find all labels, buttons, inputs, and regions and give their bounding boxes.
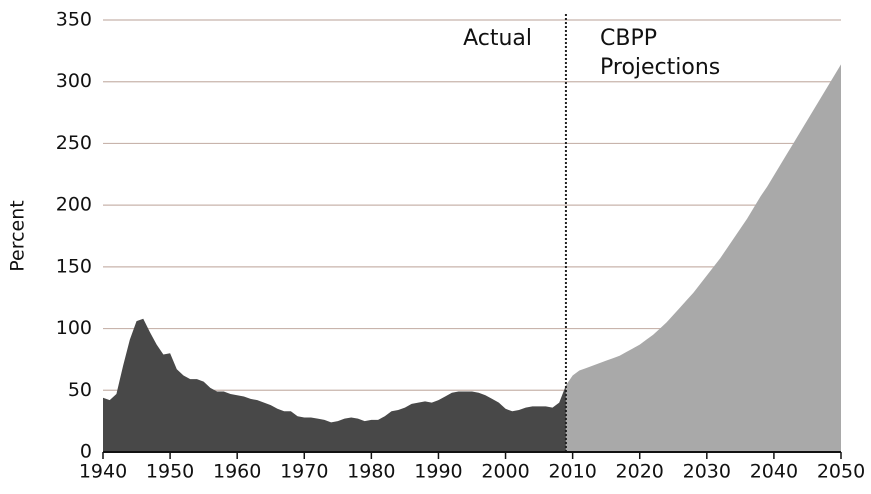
- x-tick-label: 1960: [213, 461, 261, 483]
- y-tick-label: 50: [68, 379, 92, 401]
- x-tick-label: 2030: [683, 461, 731, 483]
- x-tick-label: 2020: [616, 461, 664, 483]
- x-tick-label: 1940: [79, 461, 127, 483]
- x-tick-label: 1950: [146, 461, 194, 483]
- x-tick-label: 1990: [414, 461, 462, 483]
- x-tick-label: 1970: [280, 461, 328, 483]
- y-tick-label: 100: [56, 317, 92, 339]
- y-tick-label: 300: [56, 70, 92, 92]
- y-tick-label: 0: [80, 441, 92, 463]
- y-tick-label: 150: [56, 255, 92, 277]
- y-tick-label: 350: [56, 9, 92, 31]
- x-tick-label: 2050: [817, 461, 865, 483]
- annotation: Actual: [463, 26, 532, 51]
- annotation: CBPP: [600, 26, 657, 51]
- y-tick-label: 200: [56, 194, 92, 216]
- annotation: Projections: [600, 55, 720, 80]
- x-tick-label: 2000: [481, 461, 529, 483]
- area: [103, 318, 566, 452]
- y-tick-label: 250: [56, 132, 92, 154]
- area: [565, 64, 841, 452]
- x-tick-label: 2010: [548, 461, 596, 483]
- x-tick-label: 2040: [750, 461, 798, 483]
- y-axis-label: Percent: [7, 200, 29, 272]
- x-tick-label: 1980: [347, 461, 395, 483]
